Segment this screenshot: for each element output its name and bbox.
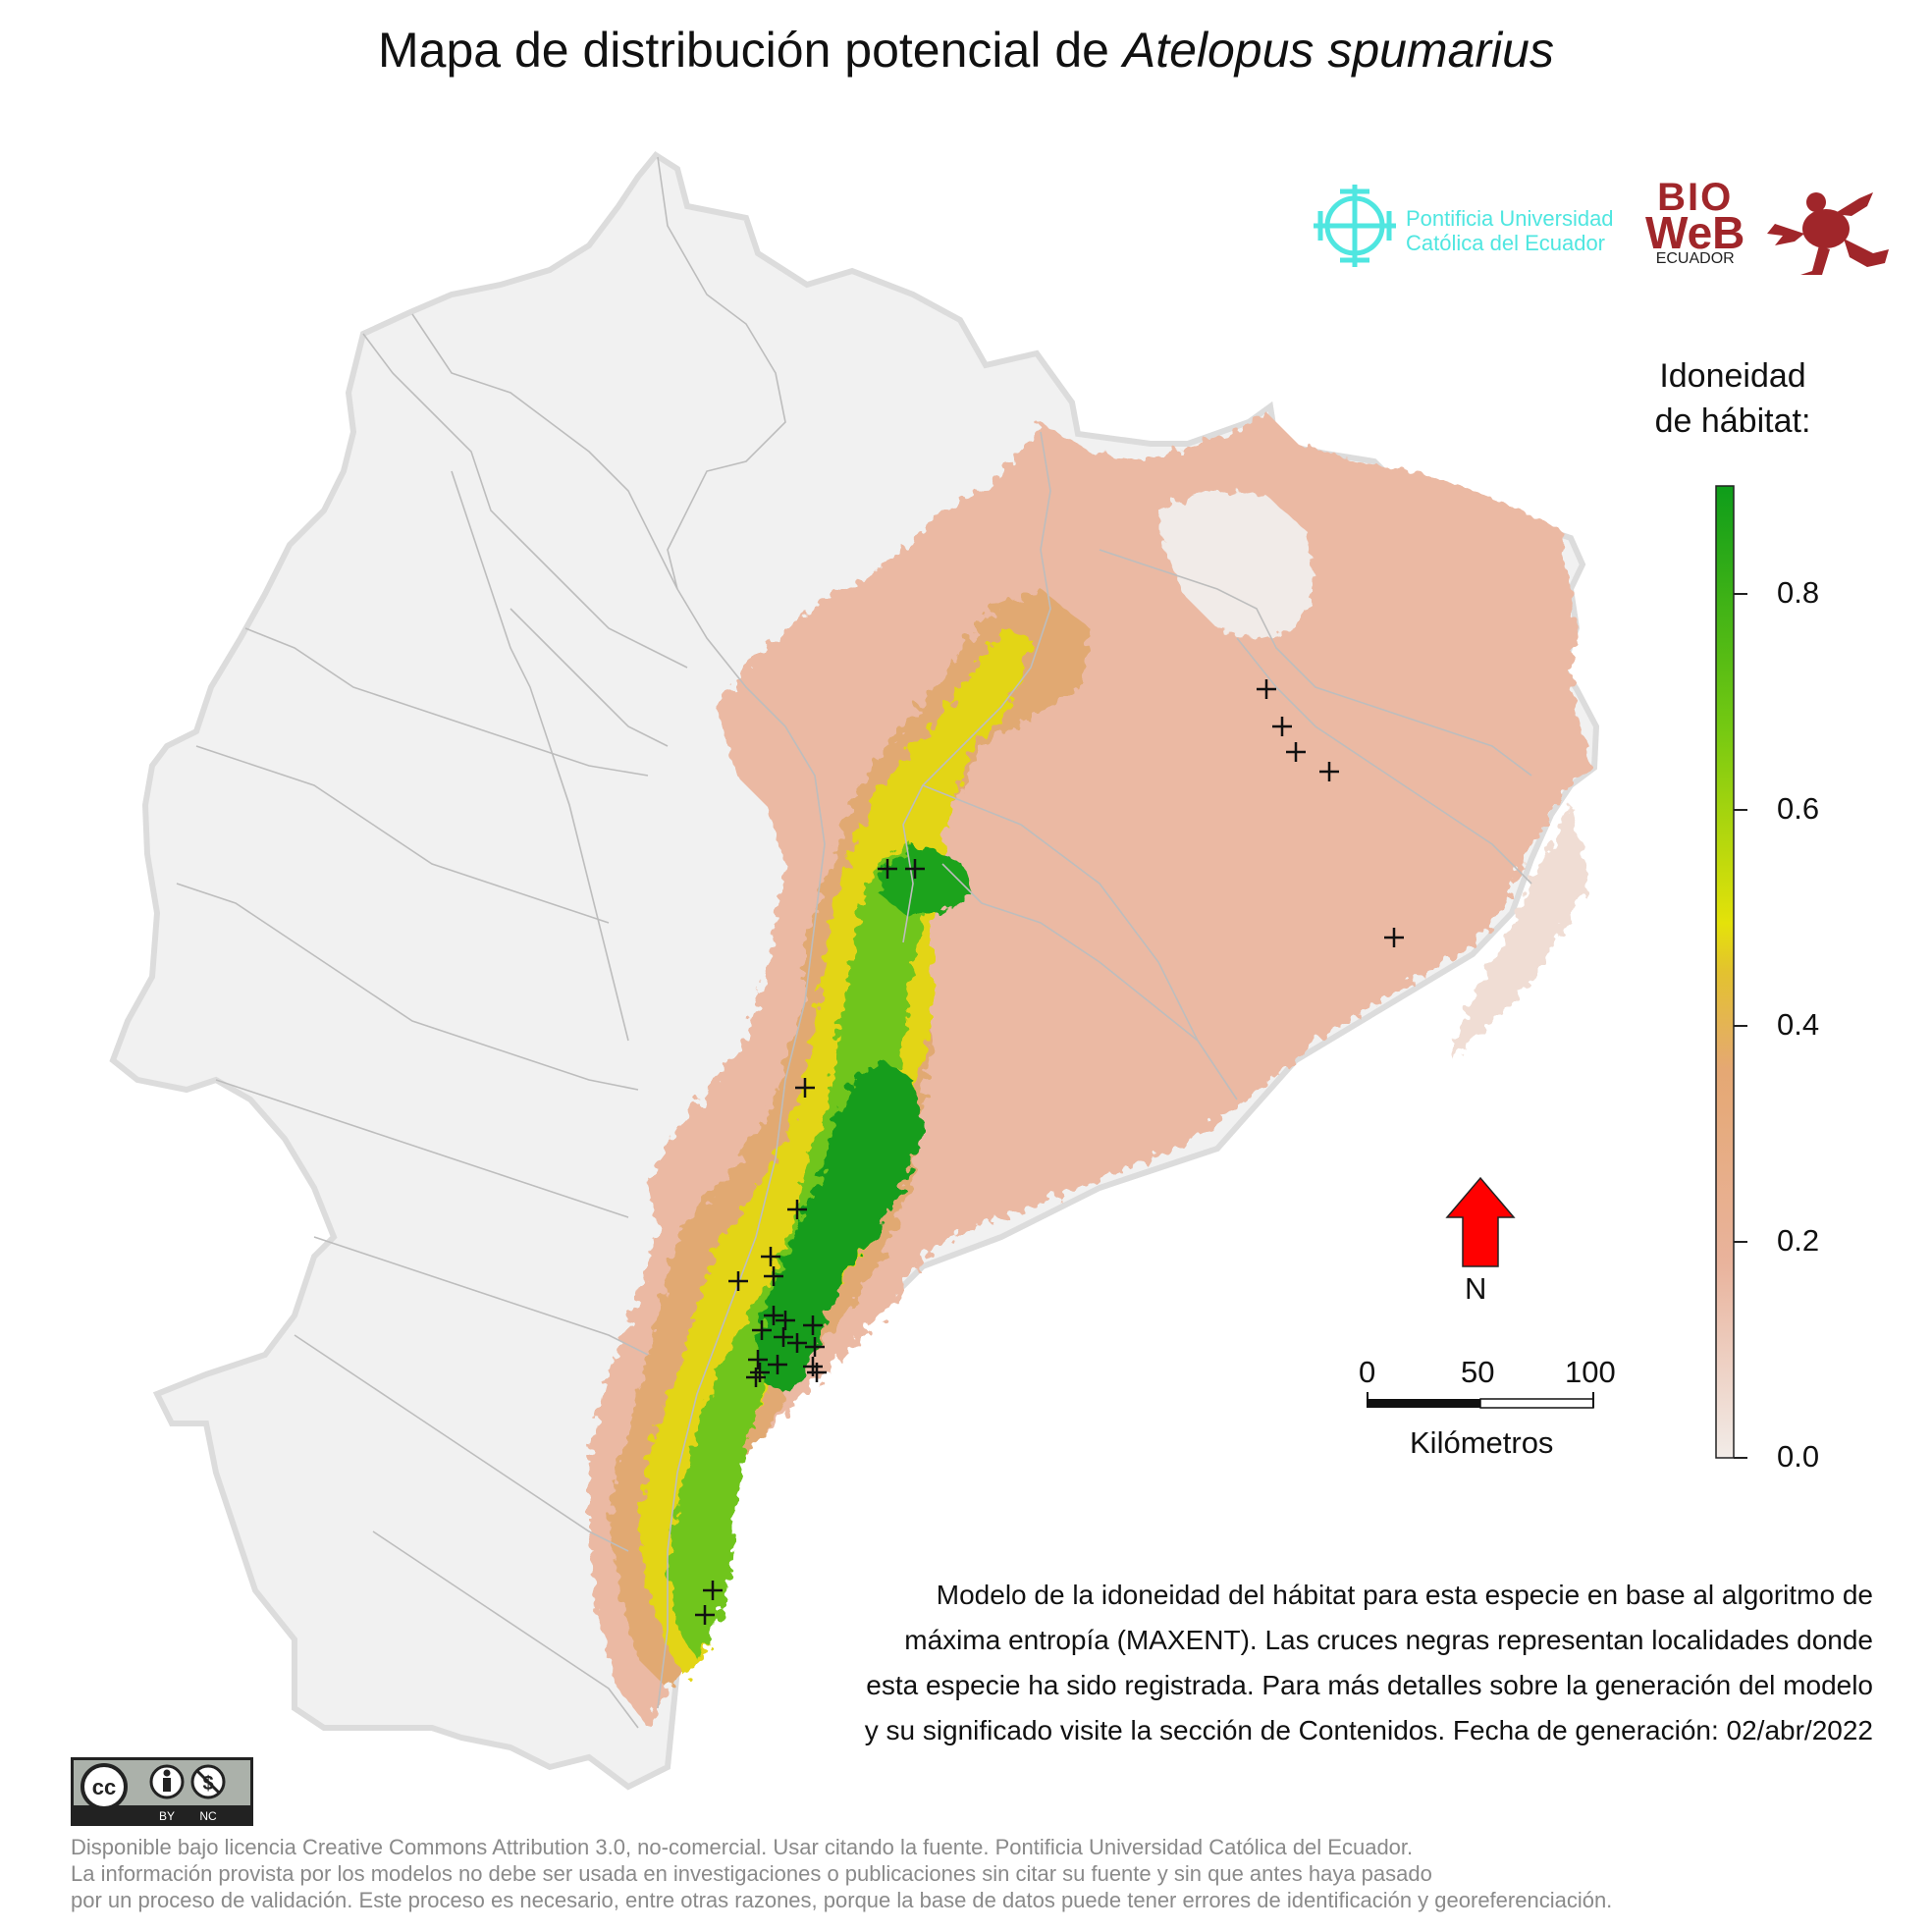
occurrence-cross [703,1581,723,1600]
title-prefix: Mapa de distribución potencial de [378,23,1109,78]
occurrence-cross [746,1368,766,1387]
puce-logo-text: Pontificia Universidad Católica del Ecua… [1406,206,1614,255]
occurrence-cross [878,859,897,879]
occurrence-cross [1272,717,1292,736]
license-line: La información provista por los modelos … [71,1861,1432,1886]
description-line: Modelo de la idoneidad del hábitat para … [936,1580,1873,1610]
suitability-low [589,412,1590,1728]
description-line: esta especie ha sido registrada. Para má… [866,1670,1873,1700]
license-line: Disponible bajo licencia Creative Common… [71,1835,1414,1859]
puce-line1: Pontificia Universidad [1406,206,1614,231]
occurrence-cross [1319,762,1339,781]
cc-license-icon: cc $ BY NC [71,1757,253,1826]
occurrence-cross [774,1327,793,1347]
description-line: máxima entropía (MAXENT). Las cruces neg… [904,1625,1873,1655]
suitability-fade [1453,805,1590,1060]
scale-bar [1367,1392,1594,1409]
occurrence-cross [776,1311,795,1330]
suitability-gap [1158,491,1315,638]
title-species: Atelopus spumarius [1122,23,1554,78]
description-line: y su significado visite la sección de Co… [864,1715,1873,1745]
legend-tick-1: 0.2 [1777,1223,1820,1258]
bioweb-logo-text: BIO WeB ECUADOR [1645,176,1745,268]
occurrence-cross [764,1266,783,1286]
colorbar-fill [1715,485,1735,1459]
occurrence-cross [752,1320,772,1340]
legend-title-line1: Idoneidad [1659,357,1806,395]
province-borders [176,156,1532,1729]
occurrence-cross [1286,742,1306,762]
occurrence-cross [905,859,925,879]
puce-logo-icon [1314,185,1396,267]
legend-tick-4: 0.8 [1777,575,1820,610]
legend-colorbar [1715,485,1747,1459]
occurrence-cross [695,1605,715,1625]
legend-title: Idoneidad de hábitat: [1610,353,1855,444]
cc-mark: cc [92,1775,116,1799]
occurrence-cross [787,1200,807,1219]
occurrence-cross [768,1355,787,1374]
license-text: Disponible bajo licencia Creative Common… [71,1834,1612,1913]
north-label: N [1465,1271,1487,1306]
model-description: Modelo de la idoneidad del hábitat para … [695,1573,1873,1753]
occurrence-cross [1257,679,1276,699]
bioweb-line3: ECUADOR [1655,250,1735,267]
suitability-peak [756,1060,923,1394]
suitability-peak-north [879,844,972,913]
scale-label-50: 50 [1461,1355,1495,1389]
bioweb-line1: BIO [1657,176,1734,219]
scale-unit: Kilómetros [1410,1425,1554,1460]
legend-tick-3: 0.6 [1777,791,1820,826]
occurrence-cross [761,1247,780,1266]
scale-label-0: 0 [1359,1355,1376,1389]
occurrence-cross [787,1333,807,1353]
occurrence-cross [750,1363,770,1382]
occurrence-cross [728,1271,748,1291]
map-title: Mapa de distribución potencial de Atelop… [0,22,1932,79]
bioweb-line2: WeB [1645,207,1745,258]
license-line: por un proceso de validación. Este proce… [71,1888,1613,1912]
puce-line2: Católica del Ecuador [1406,231,1606,255]
occurrence-cross [805,1337,825,1357]
occurrence-cross [1384,928,1404,947]
occurrence-cross [807,1363,827,1382]
scale-label-100: 100 [1565,1355,1616,1389]
occurrence-cross [748,1350,768,1369]
occurrence-cross [803,1315,823,1335]
occurrence-cross [795,1078,815,1098]
cc-by: BY [159,1809,175,1823]
cc-nc: NC [199,1809,217,1823]
colorbar-ticks [1734,593,1747,1459]
occurrence-points [695,679,1404,1625]
legend-tick-0: 0.0 [1777,1439,1820,1474]
legend-tick-2: 0.4 [1777,1007,1820,1042]
legend-title-line2: de hábitat: [1654,402,1811,440]
north-arrow [1445,1176,1516,1267]
frog-logo-icon [1767,192,1889,275]
occurrence-cross [764,1306,783,1325]
